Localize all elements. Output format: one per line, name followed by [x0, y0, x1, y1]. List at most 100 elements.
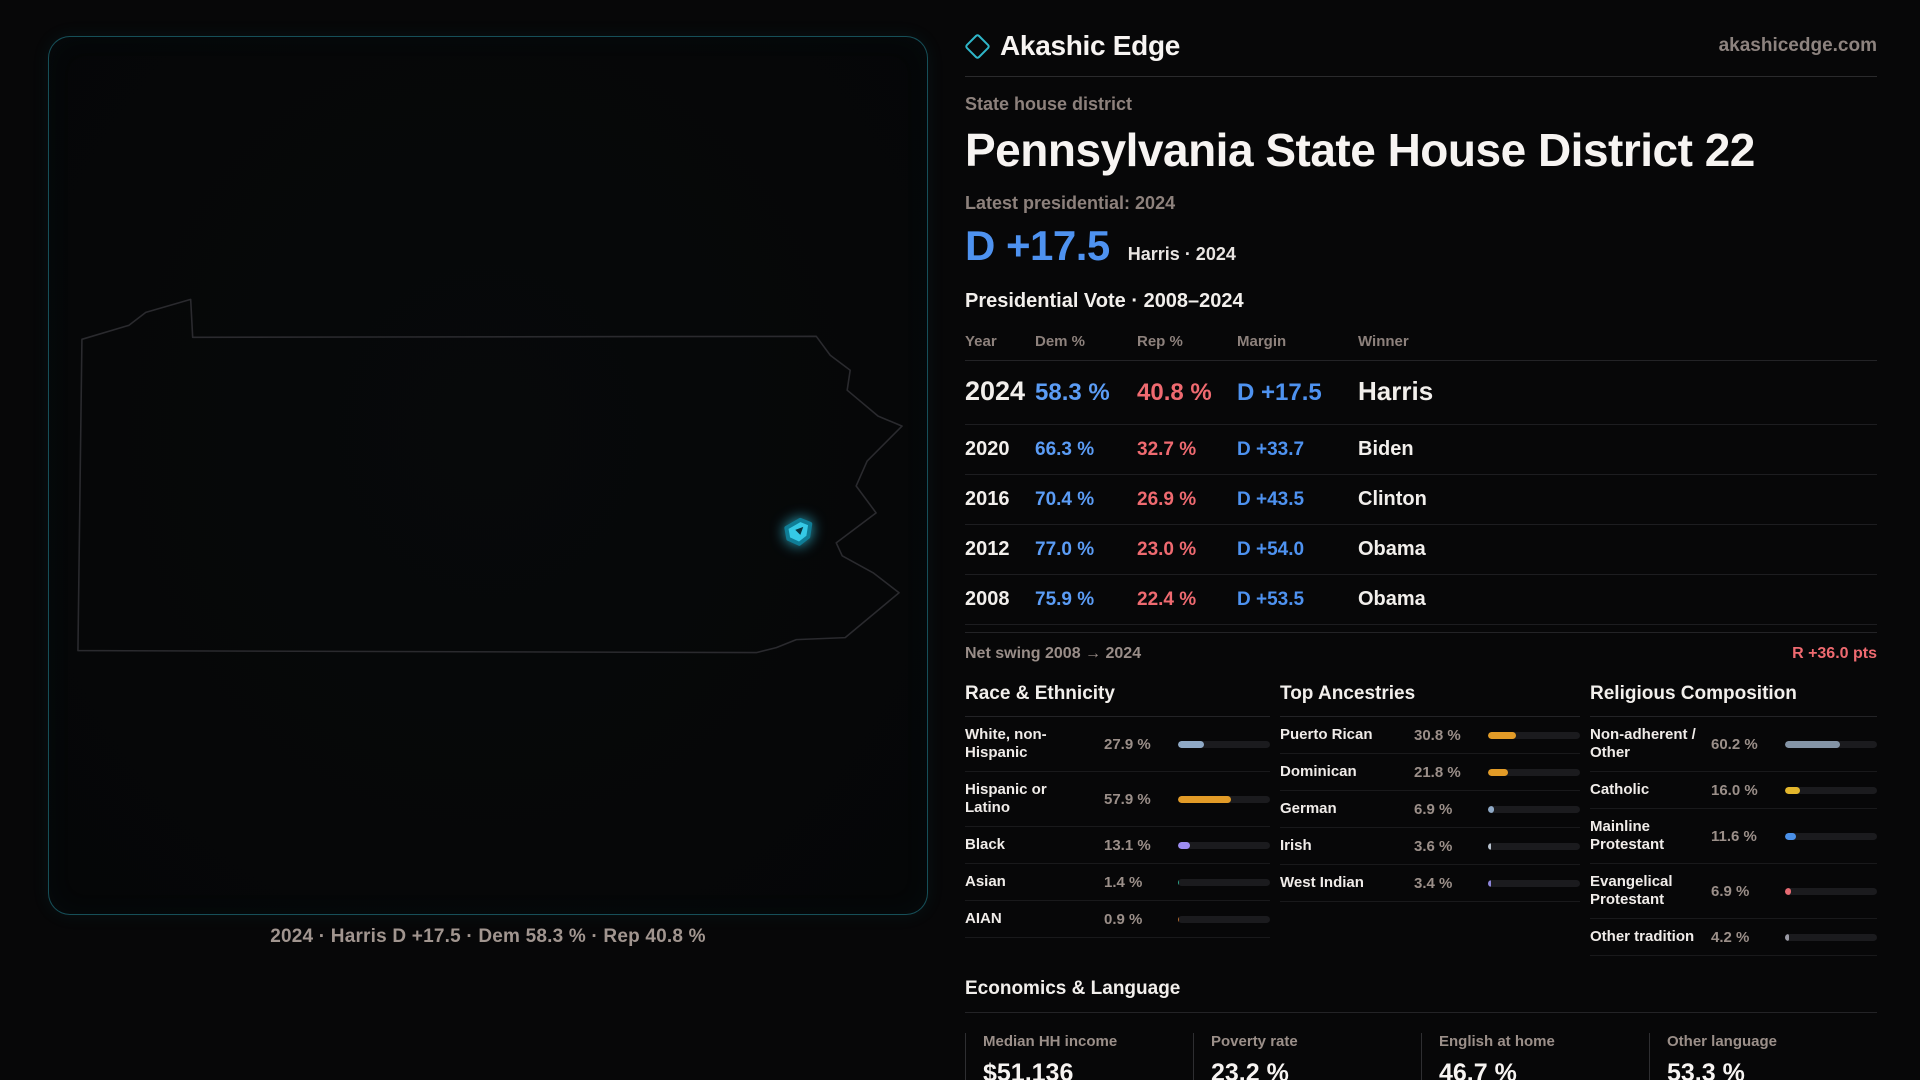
cell-winner: Harris — [1358, 376, 1434, 406]
economics-section: Economics & Language Median HH income $5… — [965, 978, 1877, 1080]
demo-label: Other tradition — [1590, 928, 1695, 945]
ancestries-section: Top Ancestries Puerto Rican 30.8 % Domin… — [1280, 683, 1580, 956]
cell-winner: Biden — [1358, 438, 1414, 460]
cell-year: 2020 — [965, 438, 1010, 460]
demo-label: Non-adherent / Other — [1590, 726, 1696, 761]
pennsylvania-map — [77, 298, 903, 654]
brand-name: Akashic Edge — [1000, 30, 1181, 61]
table-row: 2008 75.9 % 22.4 % D +53.5 Obama — [965, 575, 1877, 625]
cell-dem-pct: 66.3 % — [1035, 439, 1095, 460]
economics-stats: Median HH income $51,136 Poverty rate 23… — [965, 1033, 1877, 1080]
list-item: Evangelical Protestant 6.9 % — [1590, 864, 1877, 919]
demo-bar — [1785, 786, 1877, 794]
demo-label: Hispanic or Latino — [965, 781, 1047, 816]
presidential-vote-table: Year Dem % Rep % Margin Winner 2024 58.3… — [965, 325, 1877, 625]
demo-bar — [1488, 842, 1580, 850]
stat-english-home: English at home 46.7 % — [1421, 1033, 1649, 1080]
list-item: Other tradition 4.2 % — [1590, 919, 1877, 956]
stat-poverty-rate: Poverty rate 23.2 % — [1193, 1033, 1421, 1080]
list-item: Hispanic or Latino 57.9 % — [965, 772, 1270, 827]
religion-section: Religious Composition Non-adherent / Oth… — [1590, 683, 1877, 956]
demo-value: 30.8 % — [1414, 726, 1461, 744]
stat-value: $51,136 — [983, 1059, 1074, 1080]
cell-rep-pct: 23.0 % — [1137, 539, 1197, 560]
demo-bar — [1785, 933, 1877, 941]
stat-label: Poverty rate — [1211, 1033, 1298, 1050]
section-title: Religious Composition — [1590, 683, 1877, 717]
demo-value: 3.4 % — [1414, 874, 1453, 892]
latest-presidential-label: Latest presidential: 2024 — [965, 193, 1176, 213]
col-rep: Rep % — [1137, 333, 1183, 350]
demo-bar — [1178, 795, 1270, 803]
header-bar: Akashic Edge akashicedge.com — [964, 30, 1877, 62]
list-item: Puerto Rican 30.8 % — [1280, 717, 1580, 754]
stat-value: 53.3 % — [1667, 1059, 1745, 1080]
list-item: Black 13.1 % — [965, 827, 1270, 864]
headline-margin: D +17.5 Harris · 2024 — [965, 222, 1877, 270]
stat-label: Median HH income — [983, 1033, 1118, 1050]
brand: Akashic Edge — [964, 30, 1181, 62]
economics-title: Economics & Language — [965, 978, 1877, 1013]
cell-dem-pct: 77.0 % — [1035, 539, 1095, 560]
demo-label: Black — [965, 836, 1006, 853]
demo-label: Catholic — [1590, 781, 1650, 798]
demo-value: 0.9 % — [1104, 910, 1143, 928]
demo-bar — [1785, 887, 1877, 895]
list-item: Catholic 16.0 % — [1590, 772, 1877, 809]
demo-value: 27.9 % — [1104, 735, 1151, 753]
demo-value: 3.6 % — [1414, 837, 1453, 855]
cell-margin: D +33.7 — [1237, 439, 1305, 460]
demo-value: 6.9 % — [1711, 882, 1750, 900]
demo-bar — [1785, 832, 1877, 840]
demo-label: Dominican — [1280, 763, 1357, 780]
demo-bar — [1488, 879, 1580, 887]
report-panel: Akashic Edge akashicedge.com State house… — [964, 30, 1877, 1080]
list-item: Irish 3.6 % — [1280, 828, 1580, 865]
demo-value: 13.1 % — [1104, 836, 1151, 854]
cell-winner: Obama — [1358, 588, 1426, 610]
demo-bar — [1178, 878, 1270, 886]
demo-label: West Indian — [1280, 874, 1364, 891]
col-winner: Winner — [1358, 333, 1409, 350]
demo-bar — [1488, 805, 1580, 813]
demo-bar — [1488, 768, 1580, 776]
demo-label: Puerto Rican — [1280, 726, 1373, 743]
demo-value: 57.9 % — [1104, 790, 1151, 808]
list-item: German 6.9 % — [1280, 791, 1580, 828]
stat-other-language: Other language 53.3 % — [1649, 1033, 1877, 1080]
cell-dem-pct: 75.9 % — [1035, 589, 1095, 610]
table-row: 2012 77.0 % 23.0 % D +54.0 Obama — [965, 525, 1877, 575]
cell-rep-pct: 32.7 % — [1137, 439, 1197, 460]
demo-value: 60.2 % — [1711, 735, 1758, 753]
net-swing-label: Net swing 2008 → 2024 — [965, 645, 1142, 662]
stat-label: English at home — [1439, 1033, 1555, 1050]
list-item: Dominican 21.8 % — [1280, 754, 1580, 791]
cell-margin: D +17.5 — [1237, 379, 1322, 406]
cell-dem-pct: 70.4 % — [1035, 489, 1095, 510]
table-row: 2024 58.3 % 40.8 % D +17.5 Harris — [965, 361, 1877, 425]
stat-value: 23.2 % — [1211, 1059, 1289, 1080]
list-item: Mainline Protestant 11.6 % — [1590, 809, 1877, 864]
brand-domain-link[interactable]: akashicedge.com — [1718, 35, 1877, 56]
demo-label: AIAN — [965, 910, 1002, 927]
list-item: AIAN 0.9 % — [965, 901, 1270, 938]
demo-value: 11.6 % — [1711, 827, 1757, 845]
net-swing-value: R +36.0 pts — [1792, 645, 1877, 662]
kicker-label: State house district — [965, 94, 1133, 114]
list-item: West Indian 3.4 % — [1280, 865, 1580, 902]
demo-bar — [1178, 915, 1270, 923]
stat-value: 46.7 % — [1439, 1059, 1517, 1080]
cell-rep-pct: 40.8 % — [1137, 379, 1212, 406]
demo-value: 1.4 % — [1104, 873, 1143, 891]
cell-margin: D +43.5 — [1237, 489, 1305, 510]
list-item: Non-adherent / Other 60.2 % — [1590, 717, 1877, 772]
cell-year: 2024 — [965, 376, 1026, 406]
demo-value: 21.8 % — [1414, 763, 1461, 781]
headline-margin-context: Harris · 2024 — [1127, 244, 1236, 264]
col-dem: Dem % — [1035, 333, 1086, 350]
page-title: Pennsylvania State House District 22 — [965, 124, 1755, 176]
table-row: 2020 66.3 % 32.7 % D +33.7 Biden — [965, 425, 1877, 475]
demo-bar — [1488, 731, 1580, 739]
race-ethnicity-section: Race & Ethnicity White, non-Hispanic 27.… — [965, 683, 1270, 956]
cell-year: 2012 — [965, 538, 1010, 560]
